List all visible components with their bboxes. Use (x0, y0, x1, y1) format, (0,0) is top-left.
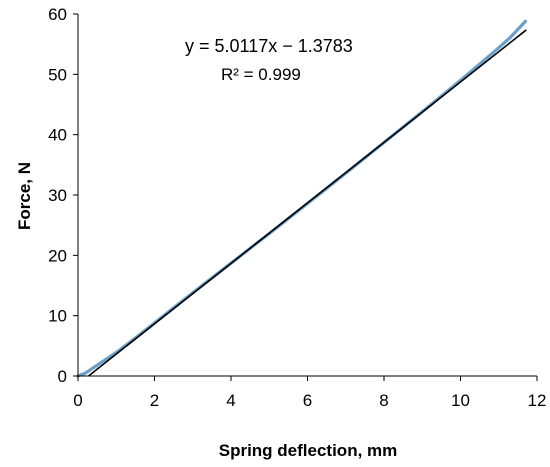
x-axis-title: Spring deflection, mm (219, 441, 398, 460)
y-tick-label: 10 (48, 307, 67, 326)
trendline-equation: y = 5.0117x − 1.3783 (185, 36, 353, 56)
plot-area (76, 19, 528, 378)
y-tick-label: 20 (48, 246, 67, 265)
y-tick-label: 40 (48, 126, 67, 145)
y-tick-label: 50 (48, 65, 67, 84)
y-tick-label: 30 (48, 186, 67, 205)
y-axis-title: Force, N (15, 162, 34, 230)
x-tick-label: 8 (379, 391, 388, 410)
x-tick-label: 2 (150, 391, 159, 410)
x-tick-label: 0 (73, 391, 82, 410)
x-tick-label: 6 (303, 391, 312, 410)
linear-fit-trendline (88, 29, 527, 377)
measured-data-series (76, 19, 528, 378)
y-tick-label: 60 (48, 5, 67, 24)
r-squared-label: R² = 0.999 (221, 65, 301, 84)
y-axis-ticks: 0 10 20 30 40 50 60 (48, 5, 78, 386)
x-tick-label: 10 (451, 391, 470, 410)
x-tick-label: 12 (528, 391, 547, 410)
x-tick-label: 4 (226, 391, 235, 410)
x-axis-ticks: 0 2 4 6 8 10 12 (73, 376, 546, 410)
y-tick-label: 0 (58, 367, 67, 386)
